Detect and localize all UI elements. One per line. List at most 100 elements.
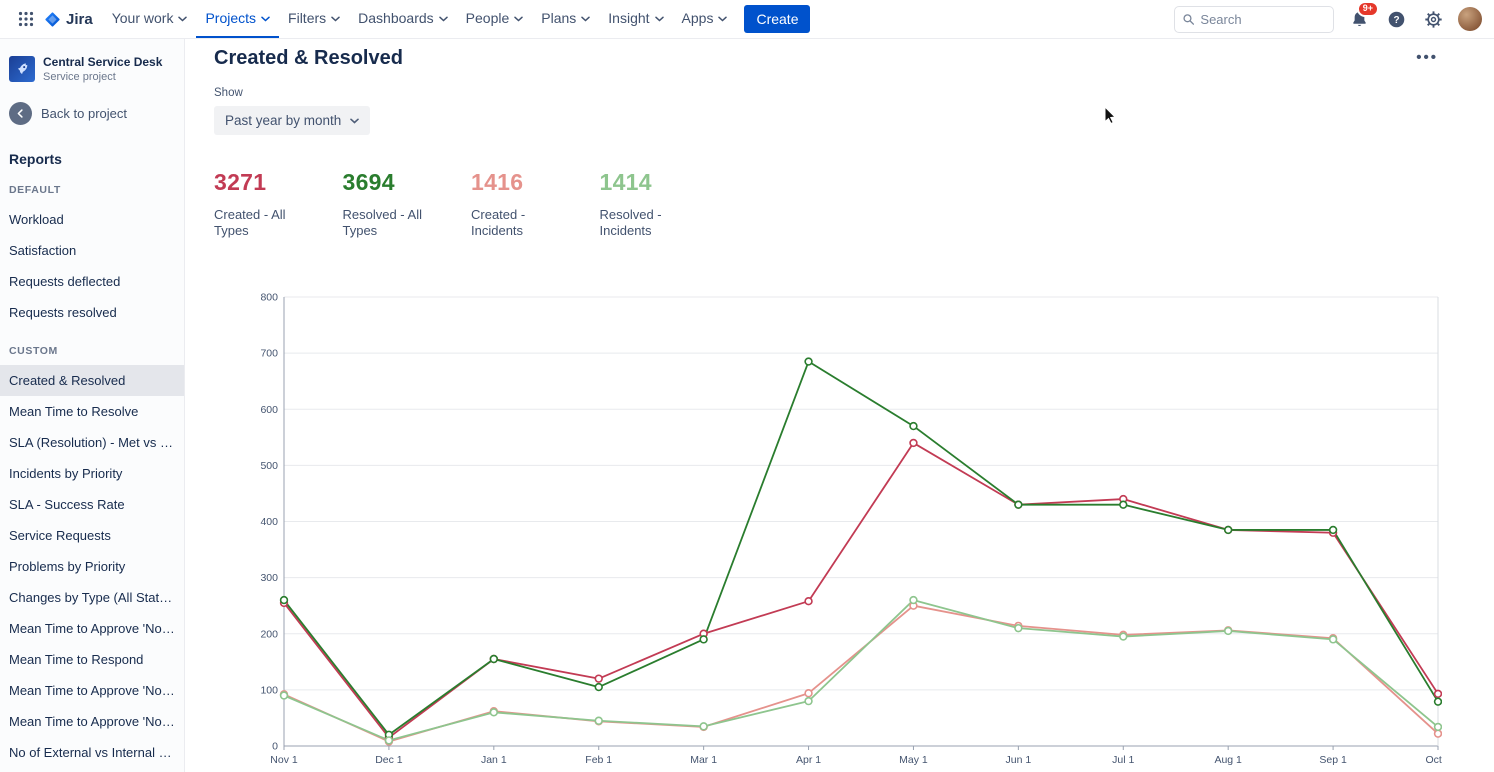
sidebar-report-item[interactable]: Problems by Priority (9, 559, 126, 574)
x-tick-label: Jul 1 (1112, 754, 1134, 766)
sidebar-report-item[interactable]: Mean Time to Approve 'Norm... (9, 683, 184, 698)
sidebar-report-item[interactable]: Workload (9, 212, 64, 227)
nav-item-label: Plans (541, 10, 577, 26)
sidebar-report-item[interactable]: Changes by Type (All Statuses) (9, 590, 184, 605)
data-point-marker[interactable] (1014, 623, 1023, 633)
data-point-marker[interactable] (1433, 697, 1443, 706)
search-input[interactable] (1200, 11, 1325, 27)
stat-value: 3694 (342, 169, 395, 195)
data-point-marker[interactable] (804, 357, 813, 366)
sidebar-report-item[interactable]: Satisfaction (9, 243, 77, 258)
data-point-marker[interactable] (594, 682, 603, 692)
nav-item-label: Insight (608, 10, 650, 26)
nav-item-insight[interactable]: Insight (599, 0, 672, 38)
data-point-marker[interactable] (279, 595, 289, 605)
notifications-button[interactable]: 9+ (1347, 1, 1379, 31)
svg-text:?: ? (1393, 15, 1399, 26)
nav-item-plans[interactable]: Plans (532, 0, 599, 38)
stat-block: 1416 Created - Incidents (471, 169, 600, 239)
data-point-marker[interactable] (489, 708, 499, 717)
help-button[interactable]: ? (1384, 7, 1408, 31)
data-point-marker[interactable] (909, 595, 918, 605)
data-point-marker[interactable] (279, 691, 289, 700)
nav-item-your-work[interactable]: Your work (103, 0, 197, 38)
jira-logo-icon (45, 11, 60, 27)
back-to-project-button[interactable]: Back to project (0, 102, 184, 125)
stat-value: 3271 (214, 169, 267, 195)
question-mark-icon: ? (1388, 11, 1404, 27)
data-point-marker[interactable] (1014, 500, 1023, 509)
x-tick-label: Apr 1 (796, 754, 821, 766)
data-point-marker[interactable] (1119, 500, 1128, 509)
create-button[interactable]: Create (744, 5, 811, 33)
project-name: Central Service Desk (43, 55, 163, 69)
data-point-marker[interactable] (699, 635, 708, 644)
data-point-marker[interactable] (1433, 722, 1443, 732)
back-arrow-icon (9, 102, 32, 125)
sidebar-report-item[interactable]: Created & Resolved (0, 365, 184, 396)
search-box[interactable] (1174, 5, 1334, 33)
nav-item-filters[interactable]: Filters (279, 0, 349, 38)
data-point-marker[interactable] (1328, 525, 1338, 535)
period-dropdown-value: Past year by month (225, 113, 342, 128)
y-tick-label: 700 (260, 348, 278, 360)
stat-label: Resolved - All Types (342, 207, 422, 238)
nav-item-apps[interactable]: Apps (673, 0, 737, 38)
app-switcher-icon[interactable] (10, 0, 42, 38)
x-tick-label: Sep 1 (1319, 754, 1347, 766)
sidebar-report-item[interactable]: Service Requests (9, 528, 111, 543)
stat-label: Created - Incidents (471, 207, 526, 238)
data-point-marker[interactable] (594, 674, 603, 683)
sidebar-report-item[interactable]: No of External vs Internal Ser... (9, 745, 184, 760)
data-point-marker[interactable] (804, 689, 813, 698)
x-tick-label: Feb 1 (585, 754, 612, 766)
data-point-marker[interactable] (699, 722, 708, 731)
data-point-marker[interactable] (1223, 626, 1233, 636)
jira-logo[interactable]: Jira (42, 0, 103, 38)
y-tick-label: 100 (260, 684, 278, 696)
stat-label: Created - All Types (214, 207, 286, 238)
sidebar-report-item[interactable]: Mean Time to Respond (9, 652, 144, 667)
nav-item-people[interactable]: People (457, 0, 533, 38)
sidebar-report-item[interactable]: Incidents by Priority (9, 466, 123, 481)
settings-button[interactable] (1421, 7, 1445, 31)
project-header[interactable]: Central Service Desk Service project (0, 55, 184, 83)
search-icon (1183, 13, 1195, 25)
nav-item-projects[interactable]: Projects (196, 0, 280, 38)
data-point-marker[interactable] (489, 654, 499, 664)
x-tick-label: Aug 1 (1214, 754, 1242, 766)
x-tick-label: Oct 1 (1425, 754, 1442, 766)
nav-item-label: Projects (205, 10, 257, 26)
data-point-marker[interactable] (1433, 729, 1443, 738)
more-options-button[interactable]: ••• (1410, 45, 1444, 70)
series-line-created-all-types (283, 442, 1439, 739)
user-avatar[interactable] (1458, 7, 1482, 31)
gear-icon (1424, 10, 1442, 28)
sidebar-report-item[interactable]: Requests resolved (9, 305, 117, 320)
series-line-resolved-all-types (283, 360, 1439, 736)
data-point-marker[interactable] (909, 438, 918, 448)
period-dropdown[interactable]: Past year by month (214, 106, 371, 135)
sidebar-report-item[interactable]: Mean Time to Approve 'Norm... (9, 621, 184, 636)
sidebar-group-label: DEFAULT (9, 184, 61, 196)
data-point-marker[interactable] (1433, 689, 1443, 699)
sidebar-report-item[interactable]: Mean Time to Approve 'Norm... (9, 714, 184, 729)
data-point-marker[interactable] (594, 716, 603, 725)
data-point-marker[interactable] (909, 421, 918, 431)
sidebar-report-item[interactable]: SLA - Success Rate (9, 497, 125, 512)
reports-heading: Reports (9, 151, 62, 167)
data-point-marker[interactable] (1119, 632, 1128, 641)
sidebar-report-item[interactable]: Mean Time to Resolve (9, 404, 139, 419)
sidebar-report-item[interactable]: SLA (Resolution) - Met vs Bre... (9, 435, 184, 450)
data-point-marker[interactable] (1223, 525, 1233, 535)
data-point-marker[interactable] (804, 696, 813, 706)
data-point-marker[interactable] (1328, 635, 1338, 644)
sidebar-report-item[interactable]: Requests deflected (9, 274, 121, 289)
y-tick-label: 800 (260, 292, 278, 304)
stat-value: 1416 (471, 169, 524, 195)
y-tick-label: 400 (260, 516, 278, 528)
data-point-marker[interactable] (804, 596, 813, 606)
project-sidebar: Central Service Desk Service project Bac… (0, 39, 185, 772)
nav-item-dashboards[interactable]: Dashboards (349, 0, 457, 38)
data-point-marker[interactable] (384, 736, 394, 745)
